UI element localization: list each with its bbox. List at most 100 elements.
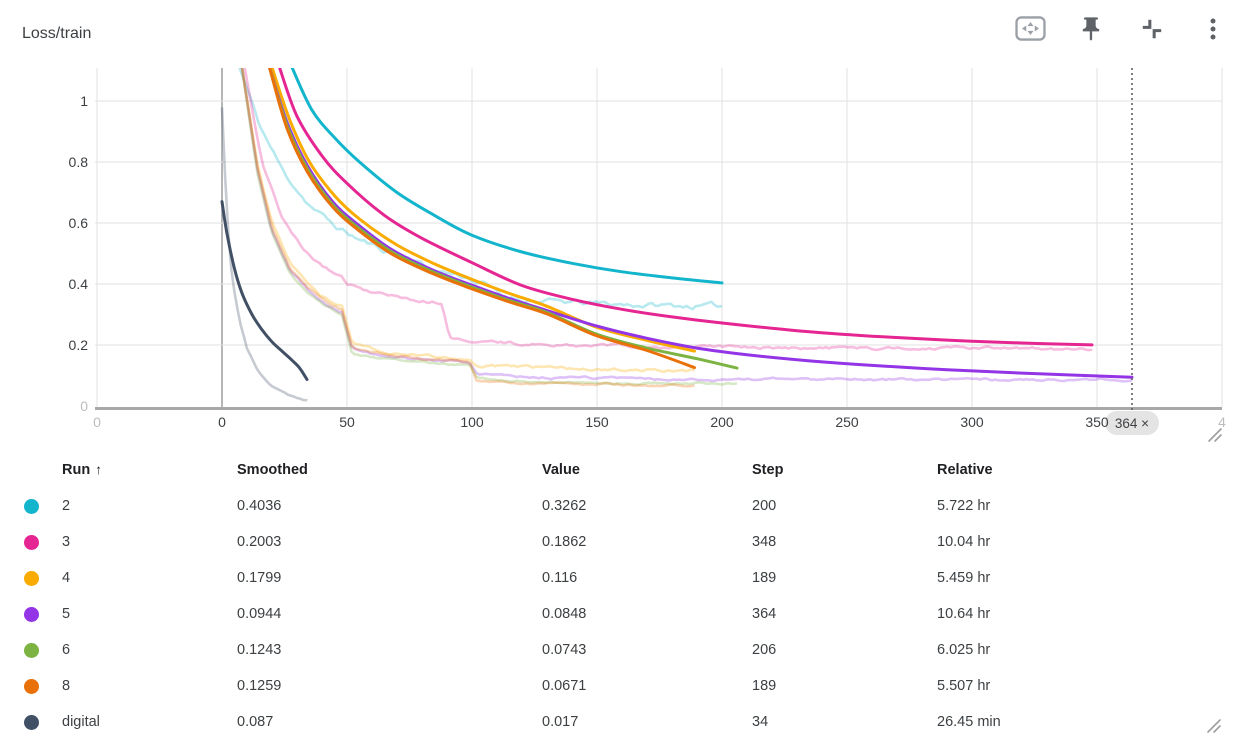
column-header-run[interactable]: Run ↑ [62,462,102,478]
sort-arrow-icon: ↑ [95,462,102,477]
chart-area[interactable]: 364 × 0 0 50 100 150 200 250 300 350 4 0 0.2 0.4 0.6 0… [0,60,1246,452]
cell-run: 5 [62,606,71,622]
run-color-cell [0,498,62,514]
run-color-cell [0,714,62,730]
cell-step: 189 [752,678,777,694]
raw-line-run-2 [238,68,723,311]
run-color-dot [23,606,39,622]
table-row-run-4[interactable]: 4 0.1799 0.116 189 5.459 hr [0,560,1246,596]
column-header-smoothed[interactable]: Smoothed [237,462,308,478]
cell-smoothed: 0.0944 [237,606,282,622]
smoothed-line-run-digital [220,200,309,381]
raw-line-run-6 [240,68,738,387]
cell-run: 8 [62,678,71,694]
cell-value: 0.116 [542,570,578,586]
table-row-run-5[interactable]: 5 0.0944 0.0848 364 10.64 hr [0,596,1246,632]
pin-card-button[interactable] [1074,13,1108,47]
step-marker[interactable]: 364 × [1105,68,1159,435]
x-tick-label: 350 [1085,414,1109,430]
fit-chart-to-data-button[interactable] [1013,13,1047,47]
card-header: Loss/train [0,0,1246,60]
raw-line-run-4 [240,68,696,374]
runs-table: Run ↑ Smoothed Value Step Relative 2 0.4036 0.32… [0,452,1246,740]
cell-value: 0.3262 [542,498,587,514]
cell-run: 6 [62,642,71,658]
run-color-dot [23,570,39,586]
more-options-button[interactable] [1196,13,1230,47]
pin-card-icon [1077,15,1105,46]
cell-smoothed: 0.4036 [237,498,282,514]
step-marker-chip[interactable] [1105,411,1159,435]
cell-run: 4 [62,570,71,586]
y-tick-label: 0.8 [69,154,89,170]
x-tick-label: 200 [710,414,734,430]
table-header-row: Run ↑ Smoothed Value Step Relative [0,452,1246,488]
raw-line-run-8 [240,68,695,388]
column-header-relative[interactable]: Relative [937,462,993,478]
collapse-card-button[interactable] [1135,13,1169,47]
chart-resize-handle[interactable] [1208,428,1222,442]
cell-relative: 5.722 hr [937,498,991,514]
table-row-run-8[interactable]: 8 0.1259 0.0671 189 5.507 hr [0,668,1246,704]
cell-step: 200 [752,498,777,514]
x-tick-label: 4 [1218,414,1226,430]
run-color-dot [23,678,39,694]
x-tick-label: 250 [835,414,859,430]
cell-smoothed: 0.1799 [237,570,282,586]
cell-relative: 10.64 hr [937,606,991,622]
cell-relative: 6.025 hr [937,642,991,658]
cell-relative: 26.45 min [937,714,1001,730]
cell-value: 0.0848 [542,606,587,622]
fit-chart-to-data-icon [1014,15,1047,45]
smoothed-line-run-8 [268,68,696,370]
card-resize-handle[interactable] [1205,717,1223,735]
step-marker-chip-label[interactable]: 364 × [1115,416,1149,431]
cell-run: digital [62,714,100,730]
smoothed-line-run-2 [290,68,724,285]
x-tick-label: 300 [960,414,984,430]
card-title: Loss/train [22,25,92,42]
cell-smoothed: 0.2003 [237,534,282,550]
run-color-cell [0,678,62,694]
cell-smoothed: 0.087 [237,714,274,730]
card-actions [1013,13,1230,47]
raw-line-run-5 [240,68,1133,383]
run-color-cell [0,570,62,586]
cell-step: 34 [752,714,769,730]
cell-run: 3 [62,534,71,550]
chart-gridlines [95,68,1223,410]
column-header-value[interactable]: Value [542,462,580,478]
smoothed-line-run-6 [268,68,739,370]
cell-step: 189 [752,570,777,586]
column-header-step[interactable]: Step [752,462,784,478]
cell-relative: 5.459 hr [937,570,991,586]
y-tick-label: 1 [80,93,88,109]
cell-step: 348 [752,534,777,550]
run-color-cell [0,642,62,658]
raw-line-run-3 [243,68,1093,352]
smoothed-line-run-3 [278,68,1094,347]
cell-value: 0.1862 [542,534,587,550]
loss-chart-svg[interactable]: 364 × 0 0 50 100 150 200 250 300 350 400.20.40.60… [0,60,1246,452]
y-tick-label: 0 [80,398,88,414]
cell-relative: 10.04 hr [937,534,991,550]
table-row-run-3[interactable]: 3 0.2003 0.1862 348 10.04 hr [0,524,1246,560]
x-tick-label: 0 [218,414,226,430]
x-tick-label: 150 [585,414,609,430]
x-tick-label: 100 [460,414,484,430]
x-tick-label: 50 [339,414,355,430]
cell-value: 0.0671 [542,678,587,694]
table-row-run-6[interactable]: 6 0.1243 0.0743 206 6.025 hr [0,632,1246,668]
table-row-run-digital[interactable]: digital 0.087 0.017 34 26.45 min [0,704,1246,740]
cell-smoothed: 0.1243 [237,642,282,658]
table-row-run-2[interactable]: 2 0.4036 0.3262 200 5.722 hr [0,488,1246,524]
raw-line-run-digital [220,107,308,402]
x-tick-label: 0 [93,414,101,430]
run-color-cell [0,606,62,622]
more-options-icon [1200,16,1226,45]
cell-relative: 5.507 hr [937,678,991,694]
cell-step: 206 [752,642,777,658]
smoothed-line-run-5 [268,68,1134,379]
cell-run: 2 [62,498,71,514]
